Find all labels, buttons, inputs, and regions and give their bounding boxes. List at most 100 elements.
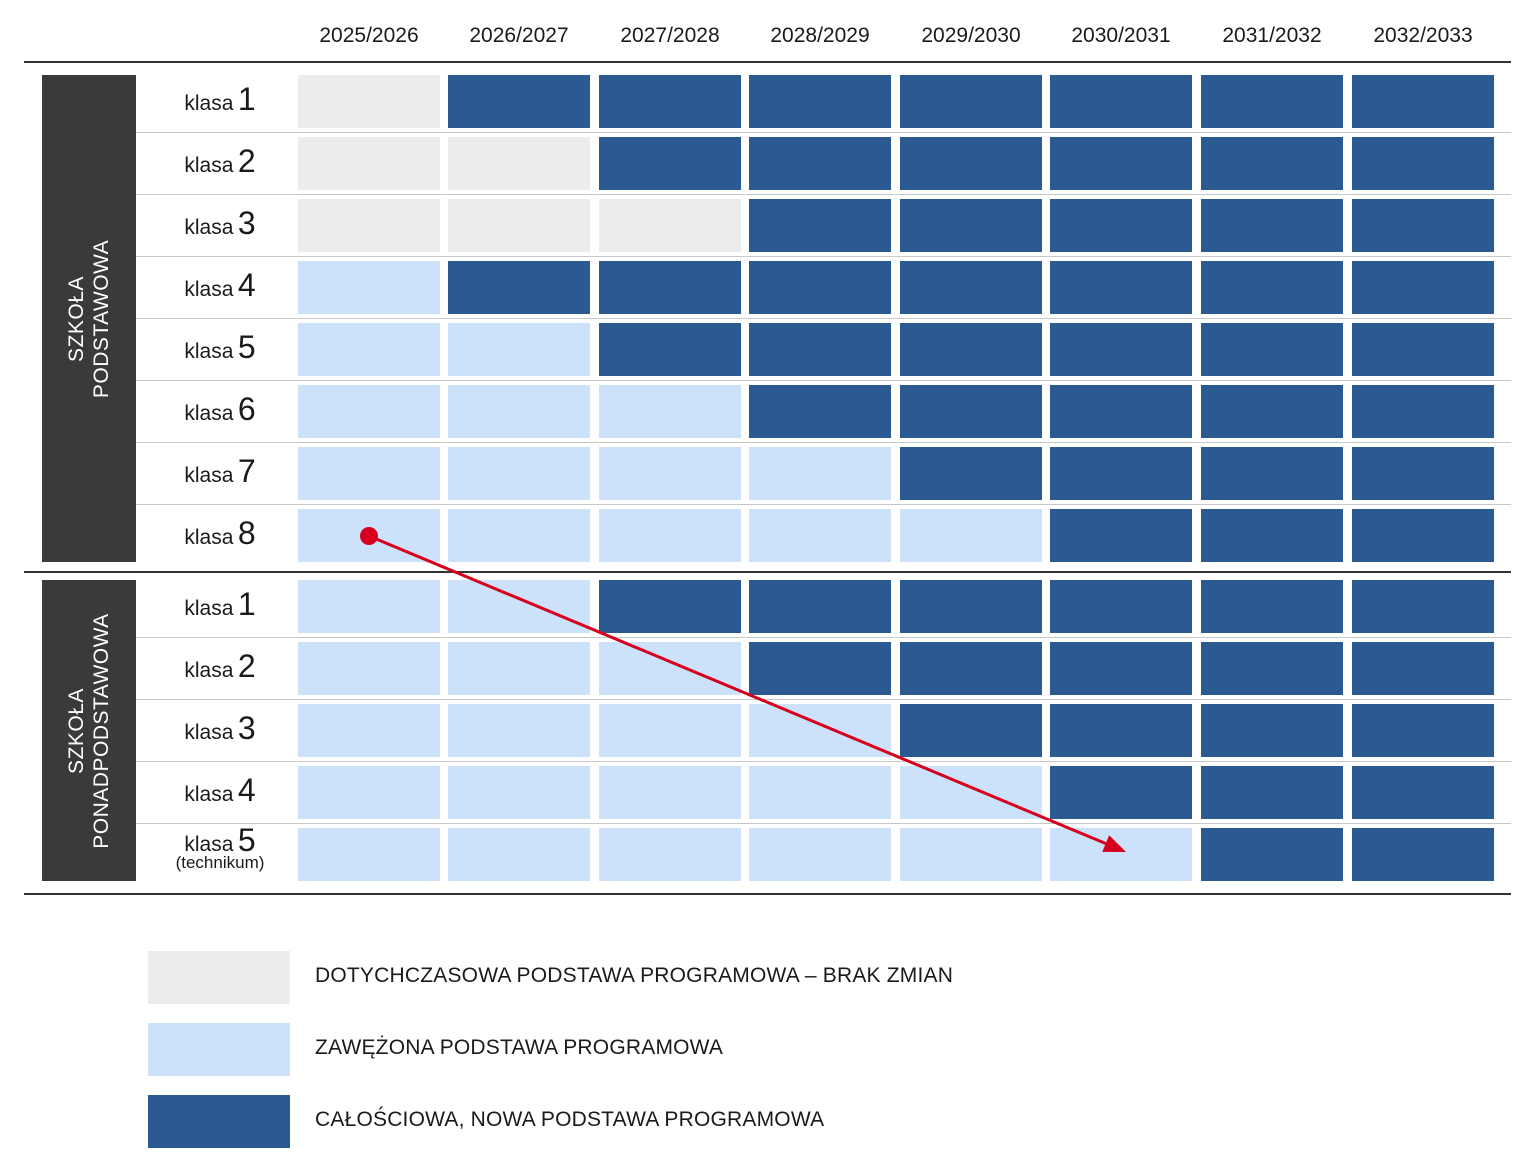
cell-new bbox=[900, 642, 1042, 695]
cell-new bbox=[1050, 385, 1192, 438]
grade-label: klasa 2 bbox=[140, 143, 300, 180]
grade-label-word: klasa bbox=[184, 783, 234, 806]
row-separator bbox=[136, 380, 1511, 381]
row-separator bbox=[136, 318, 1511, 319]
grade-label-sub: (technikum) bbox=[175, 853, 265, 872]
cell-new bbox=[599, 137, 741, 190]
cell-narrowed bbox=[900, 509, 1042, 562]
year-header: 2026/2027 bbox=[469, 24, 569, 47]
cell-new bbox=[900, 447, 1042, 500]
cell-narrowed bbox=[900, 766, 1042, 819]
cell-narrowed bbox=[448, 766, 590, 819]
cell-narrowed bbox=[448, 447, 590, 500]
year-header: 2032/2033 bbox=[1373, 24, 1473, 47]
cell-narrowed bbox=[448, 580, 590, 633]
cell-new bbox=[1050, 137, 1192, 190]
cell-new bbox=[1201, 323, 1343, 376]
grade-label-number: 2 bbox=[237, 143, 256, 179]
cell-narrowed bbox=[448, 385, 590, 438]
grade-label: klasa 5 bbox=[140, 329, 300, 366]
grade-label-word: klasa bbox=[184, 659, 234, 682]
grade-label: klasa 6 bbox=[140, 391, 300, 428]
cell-new bbox=[1050, 261, 1192, 314]
cell-new bbox=[1050, 580, 1192, 633]
grade-label-number: 3 bbox=[237, 205, 256, 241]
grade-label: klasa 3 bbox=[140, 205, 300, 242]
cell-narrowed bbox=[448, 323, 590, 376]
cell-new bbox=[1352, 385, 1494, 438]
grade-label: klasa 4 bbox=[140, 267, 300, 304]
year-header: 2031/2032 bbox=[1222, 24, 1322, 47]
legend-label: ZAWĘŻONA PODSTAWA PROGRAMOWA bbox=[315, 1036, 724, 1059]
cell-narrowed bbox=[749, 766, 891, 819]
row-separator bbox=[136, 699, 1511, 700]
grade-label-number: 4 bbox=[237, 772, 256, 808]
cell-new bbox=[900, 199, 1042, 252]
grade-label-number: 2 bbox=[237, 648, 256, 684]
cell-narrowed bbox=[749, 828, 891, 881]
cell-new bbox=[1050, 323, 1192, 376]
cell-narrowed bbox=[448, 509, 590, 562]
cell-old bbox=[298, 75, 440, 128]
cell-narrowed bbox=[599, 385, 741, 438]
cell-new bbox=[1050, 704, 1192, 757]
cell-narrowed bbox=[448, 828, 590, 881]
row-separator bbox=[136, 442, 1511, 443]
year-header: 2030/2031 bbox=[1071, 24, 1171, 47]
grade-label: klasa 1 bbox=[140, 81, 300, 118]
cell-narrowed bbox=[599, 642, 741, 695]
cell-new bbox=[749, 642, 891, 695]
grade-label-word: klasa bbox=[184, 278, 234, 301]
grade-label-number: 5 bbox=[237, 329, 256, 365]
legend-label: CAŁOŚCIOWA, NOWA PODSTAWA PROGRAMOWA bbox=[315, 1108, 825, 1131]
grade-label: klasa 1 bbox=[140, 586, 300, 623]
legend-swatch-narrowed bbox=[148, 1023, 290, 1076]
grade-label-word: klasa bbox=[184, 597, 234, 620]
row-separator bbox=[136, 761, 1511, 762]
cell-new bbox=[1050, 75, 1192, 128]
row-separator bbox=[136, 194, 1511, 195]
grade-label-word: klasa bbox=[184, 833, 234, 856]
grade-label-word: klasa bbox=[184, 402, 234, 425]
cell-new bbox=[749, 137, 891, 190]
grade-label-number: 1 bbox=[237, 81, 256, 117]
cell-narrowed bbox=[298, 323, 440, 376]
cell-new bbox=[749, 385, 891, 438]
grade-label-number: 4 bbox=[237, 267, 256, 303]
cell-narrowed bbox=[900, 828, 1042, 881]
grade-label-number: 5 bbox=[237, 822, 256, 858]
cell-new bbox=[900, 261, 1042, 314]
cell-new bbox=[900, 323, 1042, 376]
grade-label: klasa 2 bbox=[140, 648, 300, 685]
cell-narrowed bbox=[298, 766, 440, 819]
cell-narrowed bbox=[599, 704, 741, 757]
row-separator bbox=[136, 132, 1511, 133]
grade-label-word: klasa bbox=[184, 340, 234, 363]
row-separator bbox=[136, 637, 1511, 638]
year-header: 2027/2028 bbox=[620, 24, 720, 47]
grade-label-word: klasa bbox=[184, 154, 234, 177]
cell-narrowed bbox=[298, 704, 440, 757]
cell-new bbox=[1201, 447, 1343, 500]
year-header: 2028/2029 bbox=[770, 24, 870, 47]
grade-label-number: 7 bbox=[237, 453, 256, 489]
year-header: 2029/2030 bbox=[921, 24, 1021, 47]
cell-narrowed bbox=[298, 580, 440, 633]
row-separator bbox=[136, 256, 1511, 257]
cell-narrowed bbox=[599, 509, 741, 562]
cell-new bbox=[1201, 385, 1343, 438]
grade-label-number: 1 bbox=[237, 586, 256, 622]
school-group-label-box: SZKOŁA PONADPODSTAWOWA bbox=[42, 580, 136, 881]
cell-new bbox=[1352, 509, 1494, 562]
cell-new bbox=[1201, 75, 1343, 128]
cell-new bbox=[599, 261, 741, 314]
cell-new bbox=[749, 75, 891, 128]
grade-label: klasa 3 bbox=[140, 710, 300, 747]
cell-new bbox=[900, 75, 1042, 128]
grade-label-number: 3 bbox=[237, 710, 256, 746]
cell-new bbox=[1201, 137, 1343, 190]
cell-narrowed bbox=[749, 704, 891, 757]
cell-narrowed bbox=[599, 447, 741, 500]
cell-new bbox=[1201, 580, 1343, 633]
cell-new bbox=[1352, 199, 1494, 252]
